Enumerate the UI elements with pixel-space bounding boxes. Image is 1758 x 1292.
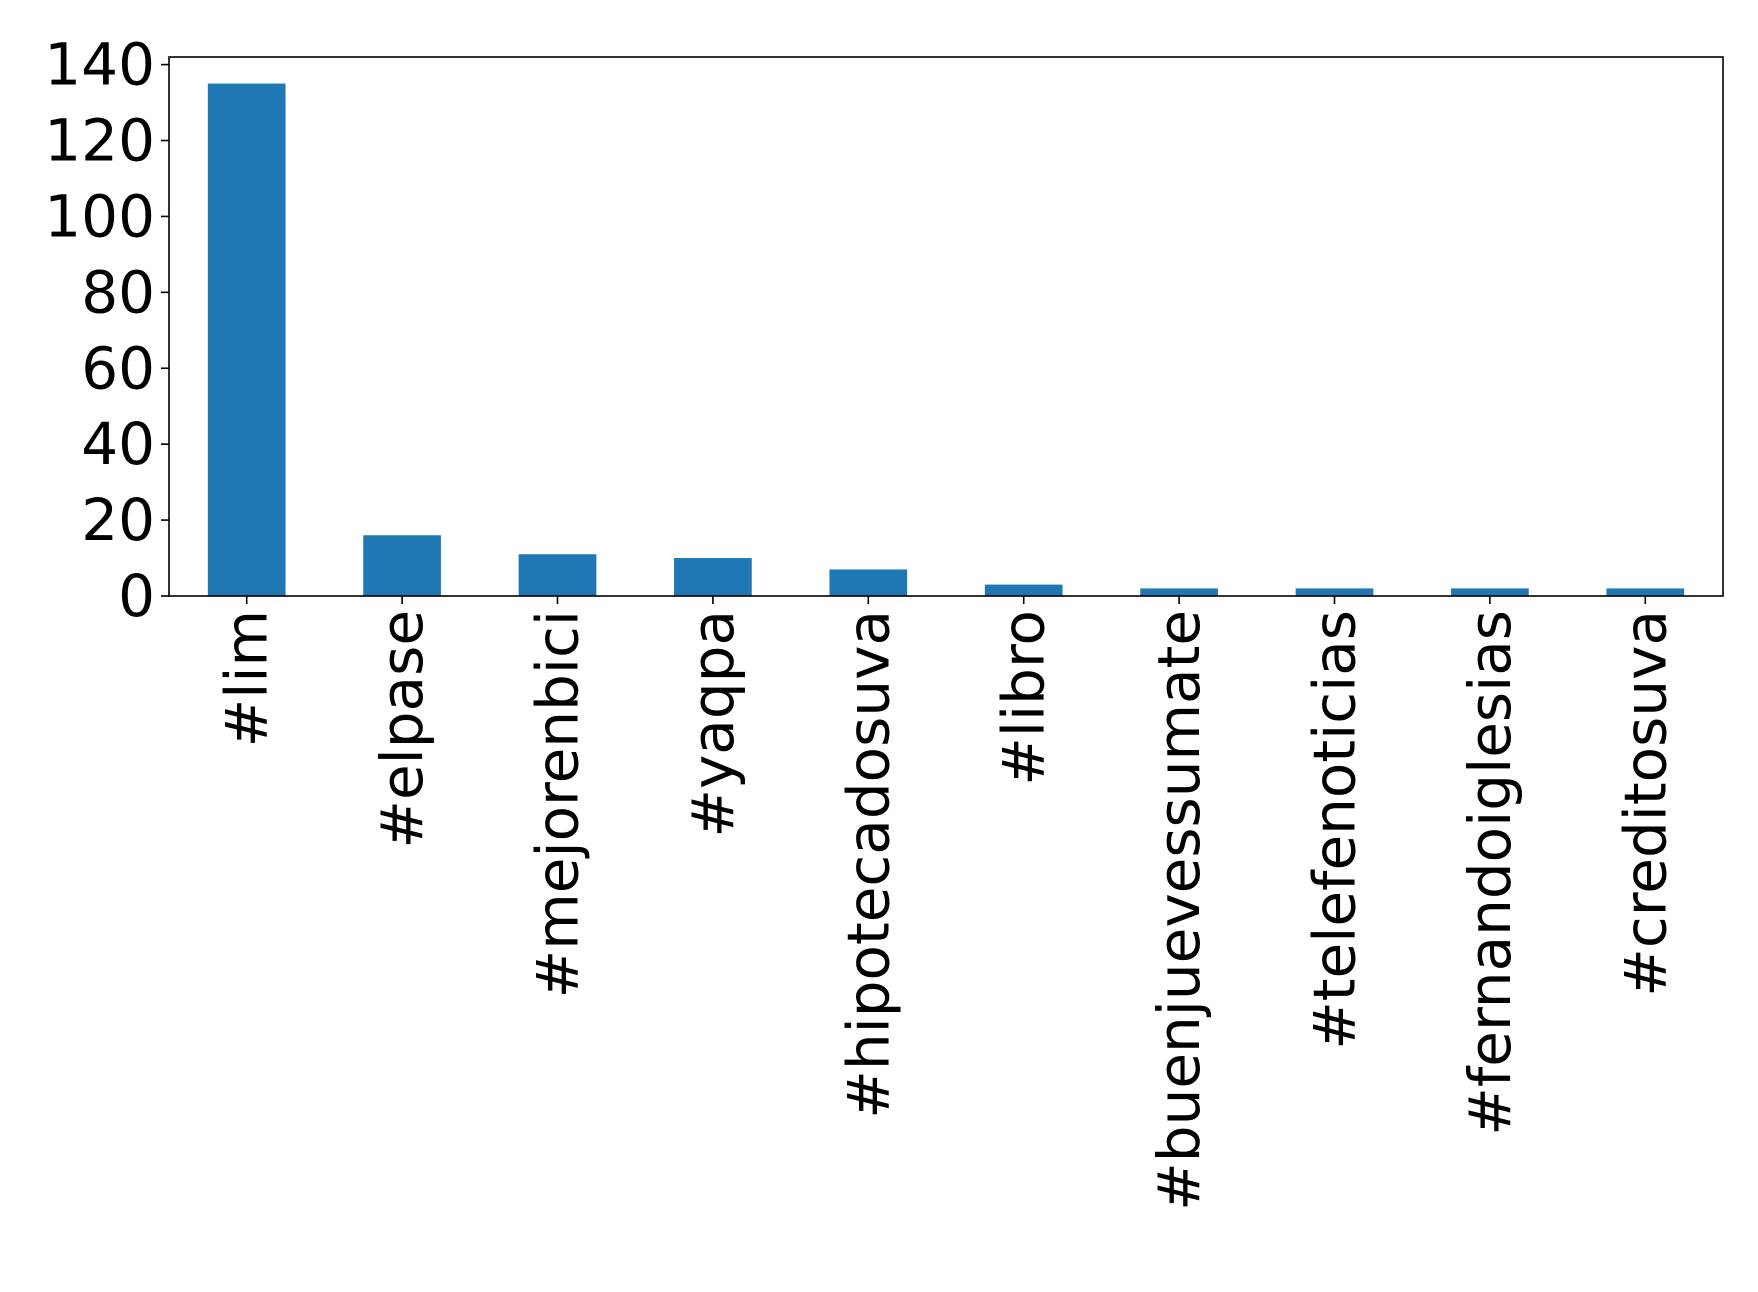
bar-libro: [984, 584, 1063, 596]
x-tick-label: #creditosuva: [1611, 610, 1679, 997]
y-tick-label: 120: [44, 107, 155, 175]
bar-telefenoticias: [1295, 588, 1374, 596]
x-tick-label: #telefenoticias: [1301, 610, 1369, 1050]
x-tick-label: #fernandoiglesias: [1456, 610, 1524, 1136]
bar-elpase: [363, 535, 441, 596]
y-tick-label: 40: [81, 410, 155, 478]
bar-fernandoiglesias: [1451, 588, 1529, 596]
bar-lim: [207, 83, 286, 596]
bar-mejorenbici: [518, 554, 597, 596]
bars-group: [207, 83, 1685, 596]
y-axis: 0 20 40 60 80 100 120 140: [44, 31, 169, 630]
x-tick-label: #libro: [990, 610, 1058, 786]
x-tick-label: #hipotecadosuva: [834, 610, 902, 1119]
bar-yaqpa: [674, 558, 752, 596]
x-tick-label: #lim: [213, 610, 281, 747]
y-tick-label: 20: [81, 486, 155, 554]
x-tick-label: #elpase: [368, 610, 436, 849]
bar-hipotecadosuva: [829, 569, 908, 596]
bar-creditosuva: [1606, 588, 1685, 596]
y-tick-label: 0: [118, 562, 155, 630]
y-tick-label: 80: [81, 258, 155, 326]
x-tick-label: #yaqpa: [679, 610, 747, 838]
y-tick-label: 140: [44, 31, 155, 99]
y-tick-label: 100: [44, 182, 155, 250]
x-axis: #lim #elpase #mejorenbici #yaqpa #hipotecado…: [213, 596, 1679, 1211]
x-tick-label: #buenjuevessumate: [1145, 610, 1213, 1211]
y-tick-label: 60: [81, 334, 155, 402]
plot-frame: [168, 56, 1724, 597]
bar-buenjuevessumate: [1140, 588, 1218, 596]
x-tick-label: #mejorenbici: [524, 610, 592, 998]
